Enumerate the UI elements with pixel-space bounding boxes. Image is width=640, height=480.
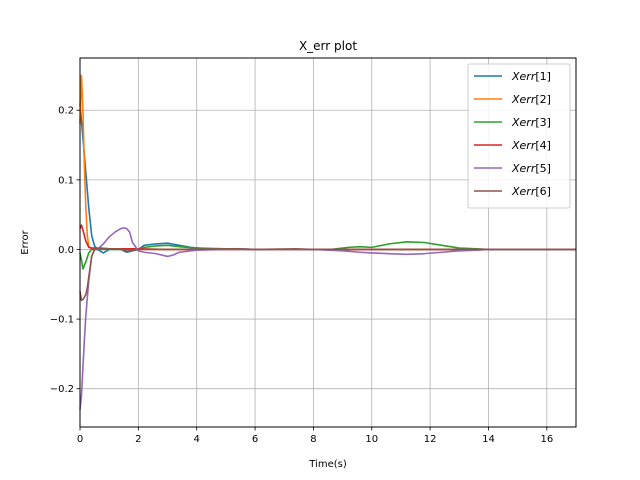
x-tick-label: 2 [135, 434, 141, 445]
x-tick-label: 4 [194, 434, 200, 445]
axes-frame [79, 57, 577, 428]
y-axis-label: Error [20, 229, 31, 254]
series-line-6 [79, 247, 576, 302]
x-tick-label: 12 [424, 434, 437, 445]
legend-box [467, 63, 571, 209]
x-tick-label: 0 [77, 434, 83, 445]
y-tick-label: 0.0 [58, 245, 74, 256]
y-tick-label: −0.2 [50, 384, 74, 395]
y-tick-label: 0.1 [58, 175, 74, 186]
chart-title: X_err plot [299, 39, 357, 53]
y-axis-ticks: −0.2 −0.1 0.0 0.1 0.2 [50, 106, 80, 395]
legend-entry: Xerr[4] [511, 139, 551, 152]
x-tick-label: 10 [365, 434, 378, 445]
x-axis-ticks: 0 2 4 6 8 10 12 14 16 [77, 427, 553, 445]
y-tick-label: −0.1 [50, 315, 74, 326]
legend-entry: Xerr[2] [511, 93, 551, 106]
legend-entry: Xerr[6] [511, 185, 551, 198]
x-tick-label: 6 [252, 434, 258, 445]
x-tick-label: 14 [482, 434, 495, 445]
legend-entry: Xerr[1] [511, 70, 551, 83]
x-tick-label: 16 [540, 434, 553, 445]
legend-entry: Xerr[5] [511, 162, 551, 175]
x-axis-label: Time(s) [308, 459, 347, 470]
plot-series [79, 74, 576, 410]
legend: Xerr[1] Xerr[2] Xerr[3] Xerr[4] Xerr[5] Xerr[… [467, 63, 571, 209]
legend-entry: Xerr[3] [511, 116, 551, 129]
y-tick-label: 0.2 [58, 106, 74, 117]
x-tick-label: 8 [310, 434, 316, 445]
